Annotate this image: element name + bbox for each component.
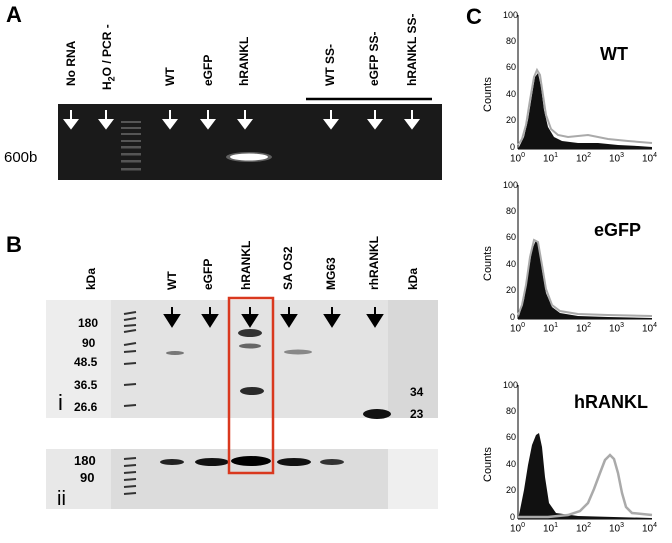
band-saos2-ii [277, 458, 311, 466]
arrow-b-saos2 [280, 307, 298, 328]
marker-23: 23 [410, 407, 424, 421]
band-mg63-ii [320, 459, 344, 465]
sub-label-ii: ii [57, 488, 66, 510]
arrow-egfp-ss [367, 110, 383, 130]
marker-ii-90: 90 [80, 470, 95, 485]
xticks-wt: 100 101 102 103 104 [510, 152, 658, 165]
histogram-hrankl [517, 385, 653, 520]
hist-ylabel-wt: Counts [482, 77, 494, 112]
hist-ylabel-hrankl: Counts [482, 447, 494, 482]
band-egfp-ii [195, 458, 229, 466]
arrow-h2o [98, 110, 114, 130]
arrow-no-rna [63, 110, 79, 130]
band-hrankl-34 [240, 387, 264, 395]
kda-left-label: kDa [84, 267, 98, 290]
histogram-wt [517, 15, 653, 150]
blot-lane-mg63: MG63 [324, 257, 338, 290]
band-hrankl-180 [238, 329, 262, 337]
band-saos2-i [284, 349, 312, 355]
panel-c-letter: C [466, 4, 482, 29]
protein-ladder-i [123, 311, 137, 407]
histogram-egfp [517, 185, 653, 320]
arrow-hrankl-ss [404, 110, 420, 130]
blot-lane-egfp: eGFP [201, 258, 215, 290]
arrow-hrankl [237, 110, 253, 130]
xticks-hrankl: 100 101 102 103 104 [510, 522, 658, 535]
band-wt-i [166, 351, 184, 355]
arrow-wt-ss [323, 110, 339, 130]
sub-label-i: i [58, 390, 63, 415]
hrankl-highlight-box [227, 296, 275, 475]
blot-lane-rhrankl: rhRANKL [367, 236, 381, 290]
size-marker-600b: 600b [4, 149, 38, 166]
arrow-egfp [200, 110, 216, 130]
xticks-egfp: 100 101 102 103 104 [510, 322, 658, 335]
protein-ladder-ii [123, 457, 137, 495]
arrow-b-egfp [201, 307, 219, 328]
marker-180: 180 [78, 316, 99, 330]
blot-lane-wt: WT [165, 271, 179, 290]
band-hrankl-ii [231, 456, 271, 466]
band-wt-ii [160, 459, 184, 465]
arrow-b-rhrankl [366, 307, 384, 328]
marker-ii-180: 180 [74, 453, 96, 468]
arrow-b-hrankl [241, 307, 259, 328]
blot-lane-saos2: SA OS2 [281, 246, 295, 290]
panel-a-letter: A [6, 2, 22, 27]
blot-arrows [163, 307, 384, 328]
band-rhrankl-23 [363, 409, 391, 419]
arrow-wt [162, 110, 178, 130]
blot-lane-hrankl: hRANKL [239, 240, 253, 290]
gel-a [58, 104, 442, 180]
marker-26-6: 26.6 [74, 400, 98, 414]
marker-48-5: 48.5 [74, 355, 98, 369]
arrow-b-wt [163, 307, 181, 328]
panel-b-letter: B [6, 232, 22, 257]
marker-34: 34 [410, 385, 424, 399]
marker-90: 90 [82, 336, 96, 350]
hist-ylabel-egfp: Counts [482, 246, 494, 281]
arrow-b-mg63 [323, 307, 341, 328]
hrankl-pcr-band [230, 153, 268, 161]
hist-title-hrankl: hRANKL [574, 392, 648, 412]
dna-ladder [121, 121, 141, 171]
gel-a-arrows [63, 110, 420, 130]
hist-title-egfp: eGFP [594, 220, 642, 240]
marker-36-5: 36.5 [74, 378, 98, 392]
kda-right-label: kDa [406, 267, 420, 290]
hist-title-wt: WT [600, 44, 628, 64]
